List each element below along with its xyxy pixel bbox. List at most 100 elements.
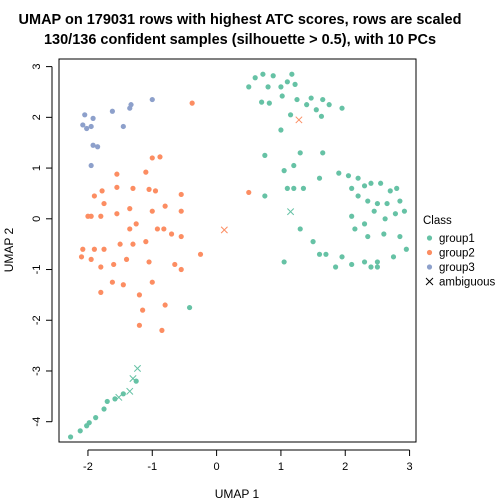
point-x-stroke: [287, 208, 295, 216]
y-axis-label: UMAP 2: [2, 227, 16, 272]
point-group1: [397, 198, 403, 204]
point-group1: [284, 79, 290, 85]
point-group1: [374, 200, 381, 207]
y-tick-label: 0: [31, 216, 43, 222]
point-group2: [146, 259, 152, 265]
point-group2: [127, 206, 133, 212]
point-ambiguous: [287, 208, 295, 216]
point-group1: [326, 102, 332, 108]
point-group1: [378, 180, 384, 186]
point-group1: [401, 208, 408, 214]
legend-x-stroke: [425, 277, 434, 286]
point-group1: [278, 127, 284, 133]
point-group2: [146, 186, 152, 192]
point-group1: [392, 211, 399, 217]
point-group1: [287, 112, 294, 118]
y-tick-label: -3: [31, 366, 43, 376]
point-x-stroke: [126, 387, 134, 395]
point-group1: [265, 84, 271, 90]
legend-item-group3: group3: [426, 262, 475, 274]
legend-title: Class: [423, 215, 452, 227]
point-group2: [143, 169, 149, 175]
x-tick-label: 0: [214, 461, 220, 473]
x-tick-label: -2: [83, 461, 93, 473]
point-group1: [339, 254, 345, 260]
point-group2: [136, 322, 143, 328]
point-group1: [316, 251, 323, 257]
point-group1: [281, 168, 287, 174]
point-ambiguous: [115, 393, 123, 401]
y-tick-label: -4: [31, 417, 43, 427]
point-group2: [149, 155, 155, 161]
point-group1: [310, 239, 316, 245]
point-group1: [349, 261, 355, 268]
point-ambiguous: [133, 364, 142, 372]
point-group2: [178, 208, 184, 214]
point-group1: [332, 264, 339, 270]
point-group2: [161, 226, 167, 232]
point-group1: [284, 185, 290, 191]
point-group1: [368, 264, 374, 270]
y-tick-label: -2: [31, 315, 43, 325]
point-group1: [349, 213, 355, 219]
y-tick-label: 3: [31, 64, 43, 70]
point-group1: [323, 251, 329, 257]
point-group1: [345, 173, 352, 179]
point-group2: [178, 266, 184, 273]
point-group2: [127, 226, 133, 232]
point-group1: [352, 226, 358, 232]
legend-item-ambiguous: ambiguous: [425, 277, 496, 289]
point-group2: [152, 188, 159, 194]
legend-label: group2: [439, 248, 475, 260]
point-group3: [80, 122, 86, 128]
x-tick-label: 1: [278, 461, 284, 473]
point-group1: [390, 254, 397, 260]
point-group1: [289, 71, 295, 77]
point-group1: [355, 175, 361, 181]
point-group1: [279, 93, 285, 99]
legend-marker: [426, 264, 433, 270]
point-group2: [189, 100, 195, 106]
point-group2: [130, 241, 136, 247]
point-group2: [154, 226, 161, 232]
point-group1: [313, 107, 319, 113]
point-group1: [262, 193, 268, 199]
point-group2: [98, 289, 104, 295]
point-group1: [361, 221, 368, 227]
point-group2: [99, 188, 105, 194]
point-group1: [382, 216, 388, 222]
point-group1: [397, 233, 403, 240]
chart-title-line2: 130/136 confident samples (silhouette > …: [44, 32, 436, 48]
point-group1: [387, 188, 393, 194]
point-group1: [403, 246, 409, 252]
point-group1: [320, 96, 326, 103]
point-group1: [246, 84, 252, 90]
axes: -2 -1 0 1 2 3 -4 -3 -2 -1 0 1 2 3: [31, 64, 413, 473]
point-group2: [109, 279, 115, 285]
point-group1: [262, 152, 268, 158]
legend-marker: [426, 235, 433, 241]
point-group1: [374, 259, 381, 265]
point-group1: [318, 113, 325, 119]
point-group2: [91, 193, 97, 199]
point-group2: [133, 221, 139, 227]
point-group1: [259, 99, 265, 105]
point-group1: [291, 162, 297, 169]
point-group2: [178, 191, 184, 198]
point-group2: [197, 251, 204, 257]
point-group2: [246, 189, 252, 196]
point-group1: [394, 185, 400, 191]
point-group1: [270, 73, 276, 79]
point-group1: [381, 231, 387, 237]
point-group1: [294, 96, 300, 103]
point-group2: [114, 171, 120, 177]
point-x-stroke: [295, 116, 303, 124]
point-group2: [114, 211, 120, 217]
point-group1: [260, 71, 266, 77]
x-tick-label: -1: [147, 461, 157, 473]
point-ambiguous: [220, 226, 228, 234]
point-group1: [304, 102, 310, 108]
point-group1: [297, 226, 303, 232]
point-x-stroke: [133, 364, 142, 372]
